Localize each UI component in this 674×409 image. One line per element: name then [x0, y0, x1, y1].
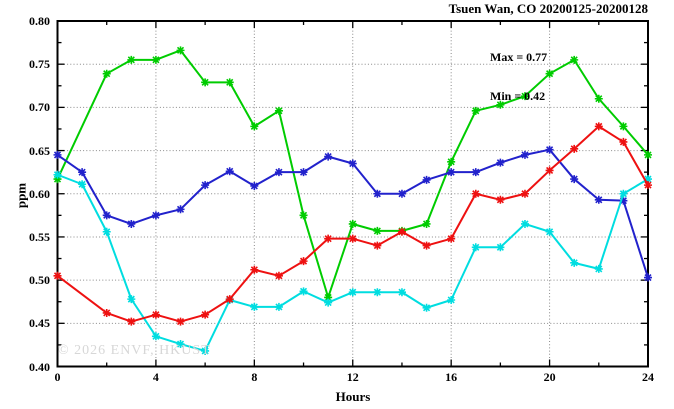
y-tick-label: 0.45: [29, 316, 50, 331]
series-red-markers: [53, 122, 652, 326]
x-tick-label: 20: [543, 370, 556, 384]
x-axis-title: Hours: [335, 389, 371, 404]
watermark: © 2026 ENVF, HKUST: [58, 343, 211, 358]
x-tick-label: 12: [346, 370, 359, 384]
y-tick-label: 0.70: [29, 100, 50, 115]
x-tick-label: 0: [54, 370, 61, 384]
x-tick-label: 16: [445, 370, 458, 384]
y-tick-label: 0.55: [29, 229, 50, 244]
series-cyan-markers: [53, 170, 652, 355]
x-tick-label: 8: [251, 370, 258, 384]
max-annotation: Max = 0.77: [490, 50, 548, 64]
x-tick-label: 4: [152, 370, 159, 384]
y-tick-label: 0.60: [29, 186, 50, 201]
plot-border: [56, 20, 649, 368]
y-tick-label: 0.75: [29, 57, 50, 72]
series-blue-markers: [53, 145, 652, 282]
minmax-annotation: Max = 0.77 Min = 0.42: [490, 25, 547, 129]
y-tick-label: 0.80: [29, 14, 50, 28]
chart-title: Tsuen Wan, CO 20200125-20200128: [448, 1, 648, 16]
y-tick-label: 0.65: [29, 143, 50, 158]
y-tick-label: 0.50: [29, 273, 50, 288]
x-tick-label: 24: [642, 370, 654, 384]
series-green-line: [56, 49, 649, 299]
y-tick-label: 0.40: [29, 359, 50, 374]
series-green-markers: [53, 46, 652, 302]
min-annotation: Min = 0.42: [490, 89, 546, 103]
series-red-line: [56, 125, 649, 323]
